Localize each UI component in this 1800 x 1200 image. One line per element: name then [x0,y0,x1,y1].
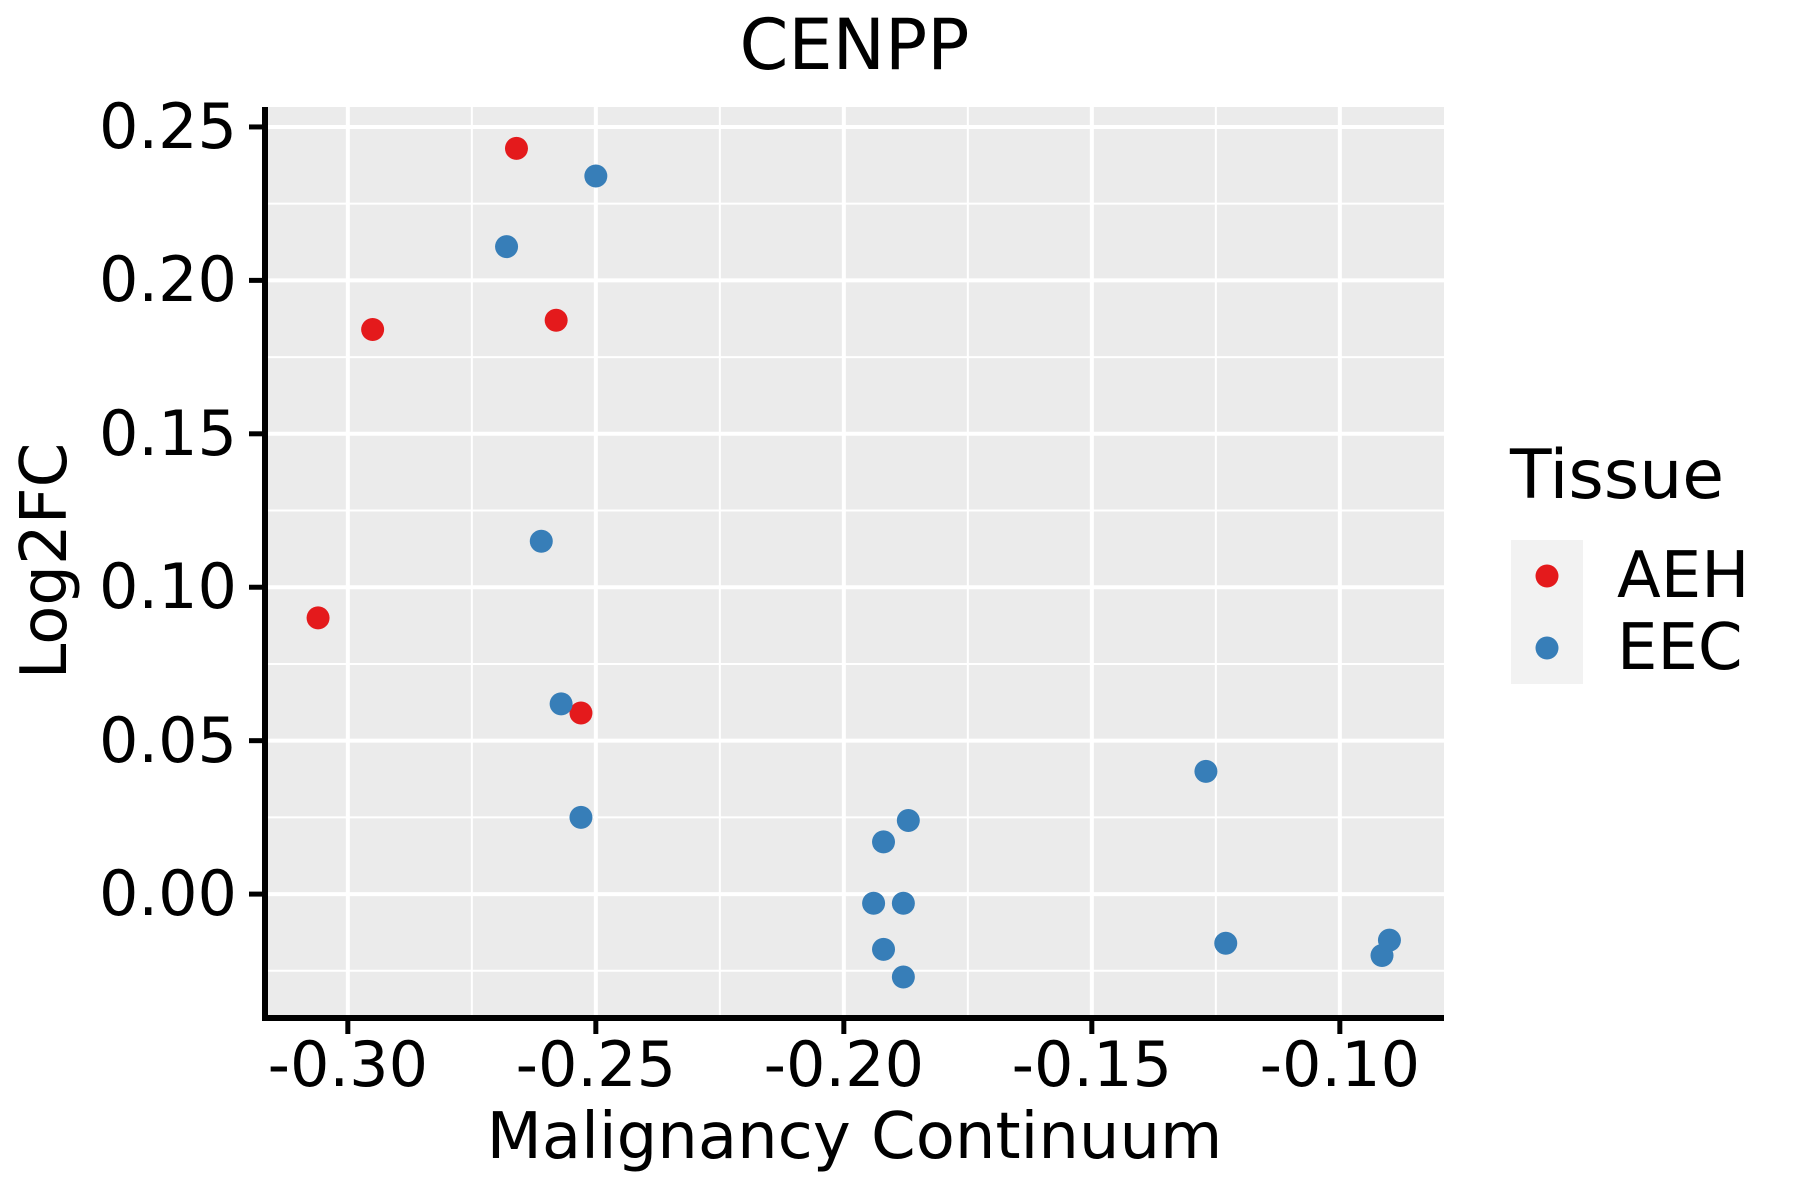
data-point-eec [1214,931,1238,955]
data-point-eec [549,692,573,716]
data-point-eec [891,965,915,989]
data-point-eec [495,235,519,259]
x-tick-label: -0.15 [1011,1028,1173,1101]
data-point-eec [1377,928,1401,952]
y-tick-label: 0.10 [98,550,237,624]
y-tick-label: 0.20 [98,243,237,317]
legend-title: Tissue [1510,436,1725,515]
data-point-aeh [504,136,528,160]
data-point-eec [862,891,886,915]
data-point-eec [891,891,915,915]
legend-dot-eec [1535,636,1559,660]
data-point-aeh [361,317,385,341]
plot-title: CENPP [739,4,970,86]
legend-key-aeh [1511,540,1583,612]
x-tick-label: -0.20 [763,1028,925,1101]
legend-item-label: AEH [1617,539,1750,613]
data-point-eec [569,805,593,829]
data-point-eec [1194,759,1218,783]
x-tick-label: -0.10 [1259,1028,1421,1101]
x-tick-label: -0.25 [515,1028,677,1101]
data-point-aeh [569,701,593,725]
legend-key-eec [1511,612,1583,684]
data-point-eec [584,164,608,188]
y-tick-label: 0.00 [98,857,237,931]
data-point-eec [872,937,896,961]
data-point-aeh [544,308,568,332]
legend-item-label: EEC [1617,611,1743,685]
y-tick-label: 0.05 [98,703,237,777]
plot-panel [265,107,1444,1015]
x-axis-title: Malignancy Continuum [486,1100,1223,1174]
data-point-eec [872,830,896,854]
y-tick-label: 0.25 [98,89,237,163]
y-tick-label: 0.15 [98,396,237,470]
legend-dot-aeh [1535,564,1559,588]
x-tick-label: -0.30 [267,1028,429,1101]
data-point-eec [896,808,920,832]
data-point-aeh [306,606,330,630]
data-point-eec [529,529,553,553]
